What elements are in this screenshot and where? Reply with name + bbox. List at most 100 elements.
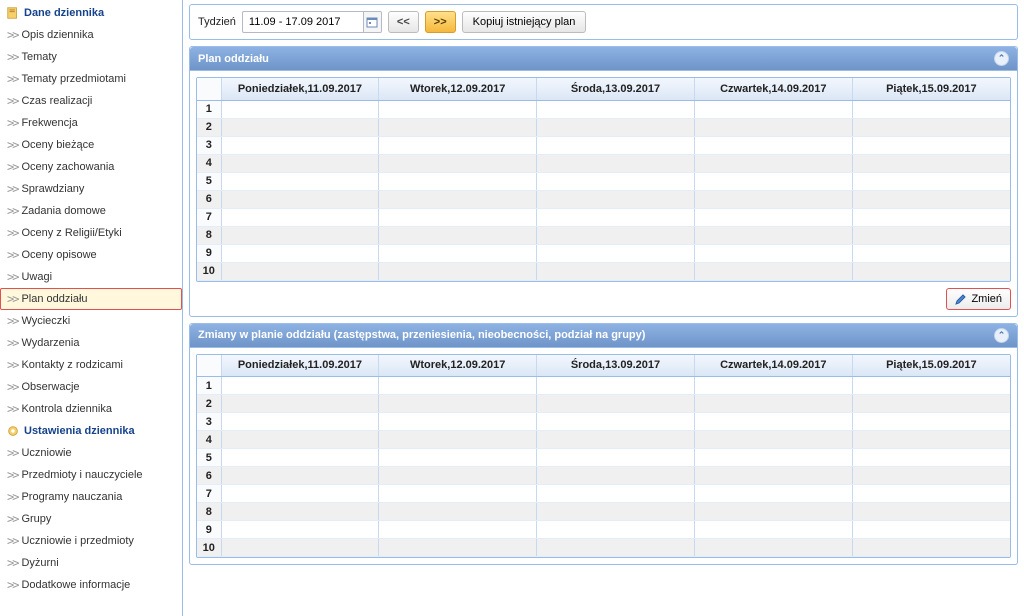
sidebar-item[interactable]: >>Dodatkowe informacje: [0, 574, 182, 596]
sidebar-item[interactable]: >>Dyżurni: [0, 552, 182, 574]
plan-cell[interactable]: [221, 539, 379, 557]
plan-cell[interactable]: [852, 467, 1010, 485]
plan-cell[interactable]: [379, 136, 537, 154]
plan-cell[interactable]: [852, 154, 1010, 172]
plan-cell[interactable]: [379, 208, 537, 226]
plan-cell[interactable]: [852, 377, 1010, 395]
plan-cell[interactable]: [852, 431, 1010, 449]
plan-cell[interactable]: [537, 190, 695, 208]
plan-cell[interactable]: [221, 262, 379, 280]
plan-cell[interactable]: [852, 100, 1010, 118]
plan-cell[interactable]: [379, 244, 537, 262]
prev-week-button[interactable]: <<: [388, 11, 419, 33]
sidebar-item[interactable]: >>Kontakty z rodzicami: [0, 354, 182, 376]
plan-cell[interactable]: [694, 244, 852, 262]
sidebar-item[interactable]: >>Przedmioty i nauczyciele: [0, 464, 182, 486]
sidebar-item[interactable]: >>Oceny opisowe: [0, 244, 182, 266]
sidebar-item[interactable]: >>Tematy przedmiotami: [0, 68, 182, 90]
plan-cell[interactable]: [221, 503, 379, 521]
sidebar-item[interactable]: >>Frekwencja: [0, 112, 182, 134]
plan-cell[interactable]: [537, 377, 695, 395]
plan-cell[interactable]: [221, 136, 379, 154]
plan-cell[interactable]: [537, 431, 695, 449]
plan-cell[interactable]: [379, 190, 537, 208]
plan-cell[interactable]: [379, 100, 537, 118]
plan-cell[interactable]: [852, 244, 1010, 262]
plan-cell[interactable]: [537, 226, 695, 244]
sidebar-item[interactable]: >>Sprawdziany: [0, 178, 182, 200]
plan-cell[interactable]: [379, 503, 537, 521]
plan-cell[interactable]: [379, 467, 537, 485]
collapse-icon[interactable]: ⌃: [994, 51, 1009, 66]
plan-cell[interactable]: [852, 539, 1010, 557]
date-range-input[interactable]: [243, 13, 363, 31]
plan-cell[interactable]: [221, 521, 379, 539]
plan-cell[interactable]: [852, 226, 1010, 244]
sidebar-item[interactable]: >>Uwagi: [0, 266, 182, 288]
plan-cell[interactable]: [221, 100, 379, 118]
plan-cell[interactable]: [694, 449, 852, 467]
plan-cell[interactable]: [537, 244, 695, 262]
sidebar-item[interactable]: >>Obserwacje: [0, 376, 182, 398]
plan-cell[interactable]: [852, 208, 1010, 226]
plan-cell[interactable]: [379, 377, 537, 395]
date-range-field[interactable]: [242, 11, 382, 33]
plan-cell[interactable]: [694, 521, 852, 539]
sidebar-item[interactable]: >>Oceny bieżące: [0, 134, 182, 156]
plan-cell[interactable]: [221, 154, 379, 172]
plan-cell[interactable]: [379, 431, 537, 449]
plan-cell[interactable]: [694, 118, 852, 136]
plan-cell[interactable]: [537, 154, 695, 172]
plan-cell[interactable]: [379, 413, 537, 431]
plan-cell[interactable]: [537, 395, 695, 413]
plan-cell[interactable]: [537, 118, 695, 136]
copy-plan-button[interactable]: Kopiuj istniejący plan: [462, 11, 587, 33]
plan-cell[interactable]: [379, 521, 537, 539]
plan-cell[interactable]: [694, 503, 852, 521]
plan-cell[interactable]: [379, 154, 537, 172]
plan-cell[interactable]: [852, 172, 1010, 190]
plan-cell[interactable]: [221, 208, 379, 226]
plan-cell[interactable]: [379, 118, 537, 136]
collapse-icon[interactable]: ⌃: [994, 328, 1009, 343]
sidebar-item[interactable]: >>Oceny z Religii/Etyki: [0, 222, 182, 244]
plan-cell[interactable]: [694, 377, 852, 395]
plan-cell[interactable]: [694, 172, 852, 190]
plan-cell[interactable]: [852, 503, 1010, 521]
sidebar-item[interactable]: >>Wydarzenia: [0, 332, 182, 354]
plan-cell[interactable]: [379, 539, 537, 557]
sidebar-item[interactable]: >>Grupy: [0, 508, 182, 530]
sidebar-item[interactable]: >>Zadania domowe: [0, 200, 182, 222]
calendar-icon[interactable]: [363, 12, 381, 32]
plan-cell[interactable]: [537, 172, 695, 190]
plan-cell[interactable]: [694, 431, 852, 449]
plan-cell[interactable]: [221, 226, 379, 244]
plan-cell[interactable]: [379, 262, 537, 280]
plan-cell[interactable]: [852, 449, 1010, 467]
plan-cell[interactable]: [221, 449, 379, 467]
plan-cell[interactable]: [852, 413, 1010, 431]
sidebar-item[interactable]: >>Czas realizacji: [0, 90, 182, 112]
plan-cell[interactable]: [221, 244, 379, 262]
plan-cell[interactable]: [537, 208, 695, 226]
plan-cell[interactable]: [852, 395, 1010, 413]
plan-cell[interactable]: [221, 467, 379, 485]
plan-cell[interactable]: [379, 226, 537, 244]
plan-cell[interactable]: [537, 136, 695, 154]
plan-cell[interactable]: [852, 136, 1010, 154]
plan-cell[interactable]: [694, 226, 852, 244]
sidebar-item[interactable]: >>Oceny zachowania: [0, 156, 182, 178]
plan-cell[interactable]: [694, 154, 852, 172]
sidebar-item[interactable]: >>Uczniowie: [0, 442, 182, 464]
plan-cell[interactable]: [694, 136, 852, 154]
plan-cell[interactable]: [694, 413, 852, 431]
next-week-button[interactable]: >>: [425, 11, 456, 33]
sidebar-item[interactable]: >>Uczniowie i przedmioty: [0, 530, 182, 552]
plan-cell[interactable]: [537, 449, 695, 467]
plan-cell[interactable]: [852, 485, 1010, 503]
plan-cell[interactable]: [537, 539, 695, 557]
sidebar-item[interactable]: >>Kontrola dziennika: [0, 398, 182, 420]
plan-cell[interactable]: [221, 413, 379, 431]
plan-cell[interactable]: [221, 190, 379, 208]
edit-button[interactable]: Zmień: [946, 288, 1011, 310]
